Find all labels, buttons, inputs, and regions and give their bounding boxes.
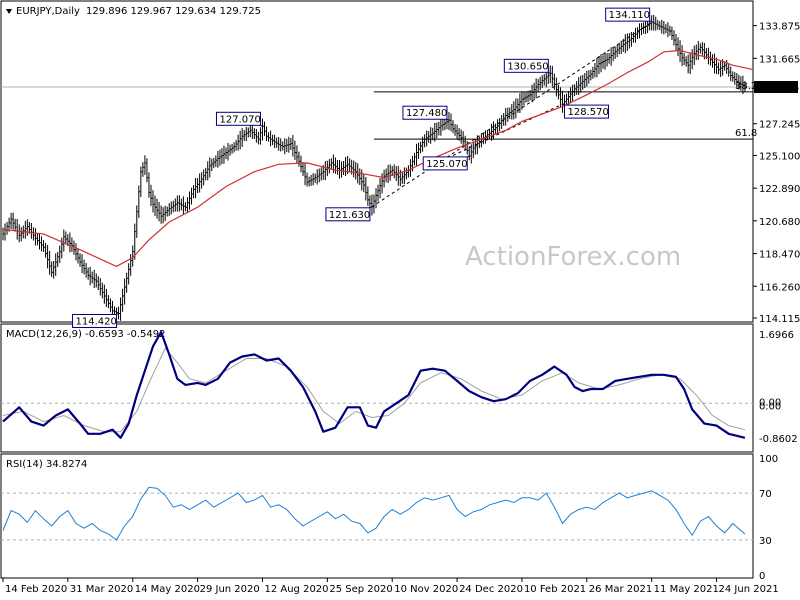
x-tick-label: 11 May 2021 bbox=[654, 584, 719, 595]
price-y-tick-label: 131.665 bbox=[759, 54, 800, 65]
rsi-layer bbox=[1, 486, 753, 541]
last-price-label: 129.725 bbox=[758, 83, 799, 94]
annotation-leader bbox=[446, 118, 450, 121]
macd-panel-frame bbox=[0, 323, 754, 453]
annotation-leader bbox=[260, 124, 263, 127]
rsi-y-tick-label: 70 bbox=[759, 489, 772, 500]
macd-y-tick-label: 0.00 bbox=[759, 401, 781, 412]
macd-header: MACD(12,26,9) -0.6593 -0.5492 bbox=[6, 329, 166, 340]
x-tick-label: 31 Mar 2020 bbox=[70, 584, 133, 595]
moving-average-line bbox=[2, 49, 754, 268]
x-tick-label: 14 May 2020 bbox=[135, 584, 200, 595]
x-tick-label: 12 Aug 2020 bbox=[264, 584, 328, 595]
price-annotation-label: 130.650 bbox=[507, 61, 548, 72]
rsi-y-tick-label: 30 bbox=[759, 536, 772, 547]
macd-signal-line bbox=[2, 347, 746, 433]
macd-y-tick-label: 1.6966 bbox=[759, 330, 794, 341]
ohlc-label: 129.896 129.967 129.634 129.725 bbox=[86, 6, 261, 17]
annotation-leader bbox=[562, 103, 565, 106]
price-annotation-label: 127.480 bbox=[406, 108, 447, 119]
annotation-leader bbox=[369, 206, 373, 209]
price-y-tick-label: 122.890 bbox=[759, 184, 800, 195]
x-tick-label: 24 Dec 2020 bbox=[459, 584, 523, 595]
annotation-leader bbox=[467, 155, 470, 158]
macd-line bbox=[2, 331, 746, 439]
price-annotation-label: 127.070 bbox=[219, 114, 260, 125]
annotation-leader bbox=[649, 20, 652, 23]
x-tick-label: 25 Sep 2020 bbox=[329, 584, 392, 595]
price-annotation-box bbox=[563, 104, 609, 119]
price-annotation-box bbox=[605, 7, 651, 22]
last-price-marker bbox=[754, 81, 798, 94]
rsi-y-tick-label: 0 bbox=[759, 571, 765, 582]
price-y-tick-label: 127.245 bbox=[759, 120, 800, 131]
macd-y-tick-label: 0.00 bbox=[759, 397, 781, 408]
price-annotation-box bbox=[215, 111, 261, 126]
rsi-line bbox=[2, 486, 746, 541]
price-annotation-label: 121.630 bbox=[329, 210, 370, 221]
price-annotation-box bbox=[402, 105, 448, 120]
x-tick-label: 10 Feb 2021 bbox=[524, 584, 586, 595]
annotation-leader bbox=[548, 71, 551, 74]
price-annotation-label: 134.110 bbox=[609, 10, 650, 21]
price-annotation-label: 128.570 bbox=[567, 107, 608, 118]
x-tick-label: 14 Feb 2020 bbox=[5, 584, 67, 595]
dropdown-triangle-icon bbox=[6, 9, 12, 14]
annotation-leader bbox=[116, 313, 119, 315]
price-header: EURJPY,Daily 129.896 129.967 129.634 129… bbox=[6, 6, 261, 17]
x-tick-label: 29 Jun 2020 bbox=[200, 584, 260, 595]
rsi-panel-frame bbox=[0, 453, 754, 579]
price-y-tick-label: 114.115 bbox=[759, 314, 800, 325]
macd-y-tick-label: -0.8602 bbox=[759, 434, 798, 445]
rsi-y-tick-label: 100 bbox=[759, 454, 778, 465]
price-annotation-box bbox=[422, 156, 468, 171]
x-tick-label: 26 Mar 2021 bbox=[589, 584, 652, 595]
price-annotation-label: 114.420 bbox=[76, 316, 117, 327]
price-annotation-label: 125.070 bbox=[426, 159, 467, 170]
price-annotation-box bbox=[503, 58, 549, 73]
axes-layer: 133.875 131.665 129.725 127.245 125.100 122.8… bbox=[2, 22, 800, 595]
price-layer: 38.2 61.8 114.420 127.070 121.630 127.480 125.… bbox=[1, 7, 757, 328]
price-annotation-box bbox=[72, 313, 118, 328]
x-tick-label: 24 Jun 2021 bbox=[719, 584, 779, 595]
price-y-tick-label: 116.260 bbox=[759, 282, 800, 293]
price-y-tick-label: 125.100 bbox=[759, 151, 800, 162]
rsi-header: RSI(14) 34.8274 bbox=[6, 459, 87, 470]
symbol-label: EURJPY,Daily bbox=[16, 6, 80, 17]
price-annotation-box bbox=[325, 207, 371, 222]
price-panel-frame bbox=[0, 0, 754, 323]
channel-line bbox=[371, 21, 652, 208]
fib-level-label: 38.2 bbox=[735, 81, 757, 92]
price-y-tick-label: 118.470 bbox=[759, 250, 800, 261]
macd-layer bbox=[1, 331, 753, 439]
price-y-tick-label: 133.875 bbox=[759, 22, 800, 33]
x-tick-label: 10 Nov 2020 bbox=[394, 584, 458, 595]
fib-level-label: 61.8 bbox=[735, 128, 757, 139]
price-y-tick-label: 120.680 bbox=[759, 217, 800, 228]
watermark: ActionForex.com bbox=[465, 242, 681, 272]
